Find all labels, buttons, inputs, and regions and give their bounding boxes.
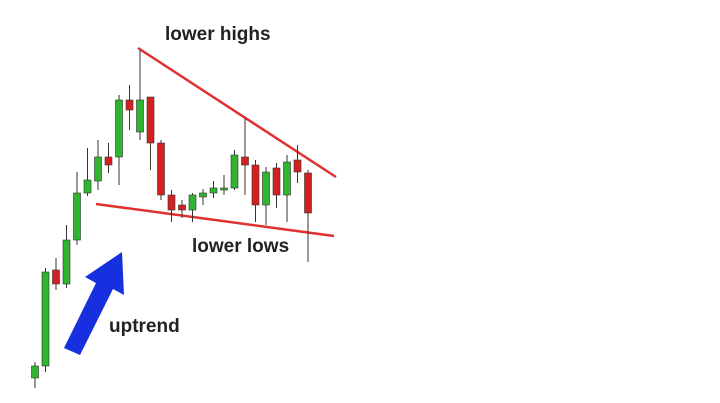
candle-body bbox=[304, 172, 312, 214]
candle-body bbox=[230, 154, 239, 189]
candle-body bbox=[115, 99, 123, 158]
candle-body bbox=[83, 179, 92, 194]
candle-body bbox=[209, 187, 218, 194]
candle-body bbox=[199, 192, 207, 198]
annotation: lower highs bbox=[165, 24, 271, 45]
candle-body bbox=[73, 192, 81, 241]
candle-body bbox=[283, 161, 291, 196]
candle-body bbox=[272, 167, 281, 196]
candle-body bbox=[52, 269, 60, 285]
lower-trendline bbox=[95, 202, 335, 238]
candle-body bbox=[31, 365, 39, 379]
candle-body bbox=[125, 99, 134, 111]
candle-body bbox=[104, 156, 113, 166]
candle-body bbox=[146, 96, 155, 144]
uptrend-arrow bbox=[64, 252, 124, 355]
candle-body bbox=[188, 194, 197, 211]
candle-body bbox=[41, 271, 50, 367]
candle-body bbox=[262, 171, 270, 206]
candle-body bbox=[178, 204, 186, 211]
upper-trendline bbox=[137, 46, 337, 179]
candle-body bbox=[167, 194, 176, 211]
candle-body bbox=[136, 99, 144, 133]
annotation: lower lows bbox=[192, 236, 289, 257]
candle-body bbox=[62, 239, 71, 285]
candle-body bbox=[251, 164, 260, 206]
annotation: uptrend bbox=[109, 316, 180, 337]
candle-body bbox=[241, 156, 249, 166]
candle-body bbox=[157, 142, 165, 196]
candle-body bbox=[293, 159, 302, 173]
candle-body bbox=[94, 156, 102, 182]
candle-body bbox=[220, 187, 228, 191]
